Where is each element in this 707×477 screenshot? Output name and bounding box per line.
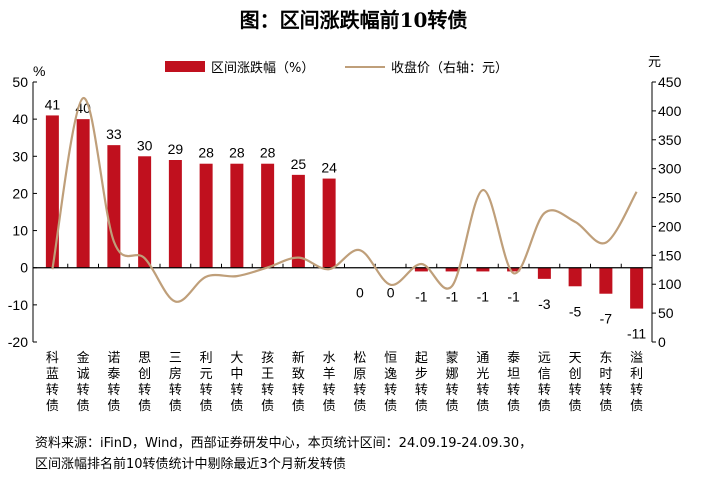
- data-label: 29: [168, 141, 184, 157]
- category-label: 三房转债: [169, 351, 182, 414]
- data-label: -1: [507, 288, 520, 304]
- category-label: 恒逸转债: [384, 351, 397, 414]
- category-label: 水羊转债: [323, 351, 336, 414]
- category-label: 诺泰转债: [107, 351, 120, 414]
- bar: [322, 178, 336, 268]
- bar: [445, 267, 459, 272]
- data-label: -1: [446, 288, 459, 304]
- left-tick-label: 20: [12, 185, 28, 201]
- right-tick-label: 450: [658, 74, 682, 90]
- right-tick-label: 50: [658, 305, 674, 321]
- bar: [45, 115, 59, 268]
- category-label: 利元转债: [200, 351, 213, 414]
- left-tick-label: 0: [20, 260, 28, 276]
- bar: [261, 163, 275, 268]
- data-label: -3: [538, 296, 551, 312]
- left-tick-label: 10: [12, 223, 28, 239]
- category-label: 天创转债: [569, 351, 582, 414]
- left-axis-unit: %: [33, 63, 45, 79]
- data-label: 0: [356, 285, 364, 301]
- data-label: -5: [569, 303, 582, 319]
- bar: [599, 267, 613, 294]
- category-label: 思创转债: [138, 351, 151, 414]
- category-label: 金诚转债: [77, 350, 90, 414]
- footer-source: 资料来源：iFinD，Wind，西部证券研发中心，本页统计区间：24.09.19…: [35, 436, 533, 451]
- category-label: 通光转债: [476, 351, 489, 414]
- bar: [291, 174, 305, 268]
- category-label: 东时转债: [599, 351, 612, 414]
- category-label: 溢利转债: [630, 351, 643, 414]
- right-tick-label: 150: [658, 247, 682, 263]
- left-tick-label: -20: [8, 334, 28, 350]
- bar: [568, 267, 582, 287]
- data-label: 30: [137, 137, 153, 153]
- data-label: 24: [321, 160, 337, 176]
- right-tick-label: 100: [658, 276, 682, 292]
- bar: [107, 145, 121, 268]
- data-label: -1: [415, 288, 428, 304]
- category-label: 孩王转债: [261, 351, 274, 414]
- bar: [630, 267, 644, 309]
- footer-note: 区间涨幅排名前10转债统计中剔除最近3个月新发转债: [35, 457, 346, 472]
- category-label: 蒙娜转债: [446, 351, 459, 414]
- data-label: 25: [291, 156, 307, 172]
- right-tick-label: 0: [658, 334, 666, 350]
- right-tick-label: 300: [658, 161, 682, 177]
- data-label: 28: [198, 145, 214, 161]
- data-label: -7: [600, 311, 613, 327]
- category-label: 泰坦转债: [507, 351, 520, 414]
- left-tick-label: 30: [12, 148, 28, 164]
- bar: [199, 163, 213, 268]
- right-tick-label: 200: [658, 218, 682, 234]
- bar: [168, 160, 182, 268]
- bar: [537, 267, 551, 279]
- data-label: -11: [627, 326, 646, 342]
- legend-line-label: 收盘价（右轴：元）: [391, 60, 508, 76]
- category-label: 科蓝转债: [46, 351, 59, 414]
- data-label: 33: [106, 126, 122, 142]
- category-label: 起步转债: [415, 351, 428, 414]
- category-label: 大中转债: [230, 351, 243, 414]
- bar: [76, 119, 90, 268]
- left-tick-label: 50: [12, 74, 28, 90]
- data-label: -1: [477, 288, 490, 304]
- data-label: 28: [260, 145, 276, 161]
- bar: [230, 163, 244, 268]
- bar: [476, 267, 490, 272]
- left-tick-label: 40: [12, 111, 28, 127]
- data-label: 41: [45, 96, 61, 112]
- close-price-line: [51, 97, 638, 303]
- chart-title: 图：区间涨跌幅前10转债: [239, 8, 468, 32]
- category-label: 远信转债: [538, 351, 551, 414]
- data-label: 28: [229, 145, 245, 161]
- category-label: 松原转债: [353, 351, 366, 414]
- left-tick-label: -10: [8, 297, 28, 313]
- right-axis-unit: 元: [648, 55, 661, 70]
- category-label: 新致转债: [292, 350, 305, 414]
- legend-bar-swatch: [165, 61, 205, 72]
- right-tick-label: 400: [658, 103, 682, 119]
- legend-bar-label: 区间涨跌幅（%）: [211, 60, 314, 76]
- right-tick-label: 250: [658, 190, 682, 206]
- bar: [414, 267, 428, 272]
- data-label: 0: [387, 285, 395, 301]
- right-tick-label: 350: [658, 132, 682, 148]
- bar: [507, 267, 521, 272]
- bar: [138, 156, 152, 268]
